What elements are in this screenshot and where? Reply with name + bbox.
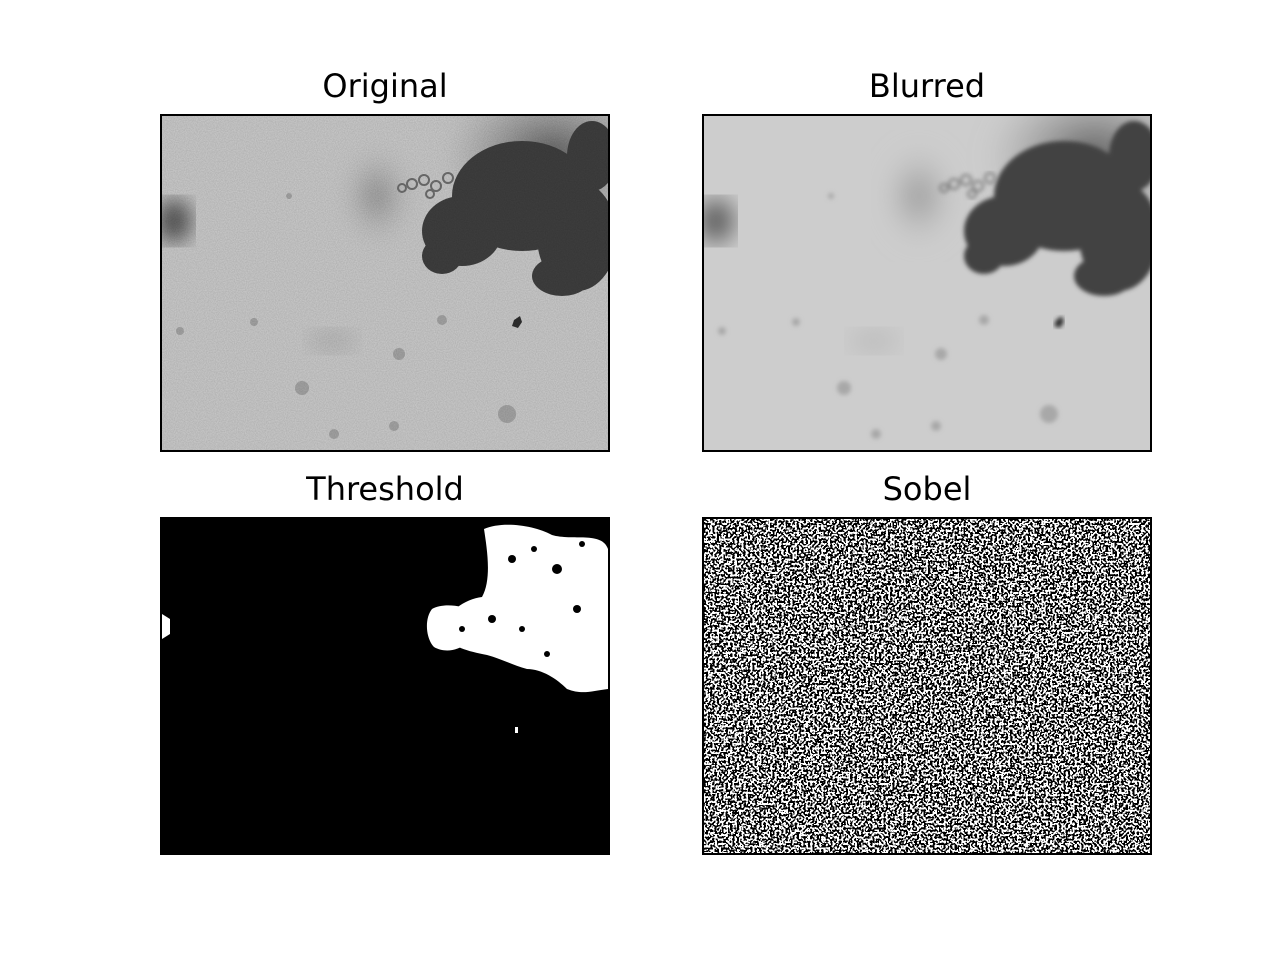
- threshold-image: [162, 519, 608, 853]
- blurred-image: [704, 116, 1150, 450]
- panel-title-blurred: Blurred: [868, 67, 986, 105]
- sobel-image: [704, 519, 1150, 853]
- sobel-image-panel: [702, 517, 1152, 855]
- original-image: [162, 116, 608, 450]
- original-image-panel: [160, 114, 610, 452]
- panel-title-original: Original: [322, 67, 448, 105]
- panel-title-sobel: Sobel: [882, 470, 972, 508]
- panel-title-threshold: Threshold: [306, 470, 464, 508]
- blurred-image-panel: [702, 114, 1152, 452]
- threshold-image-panel: [160, 517, 610, 855]
